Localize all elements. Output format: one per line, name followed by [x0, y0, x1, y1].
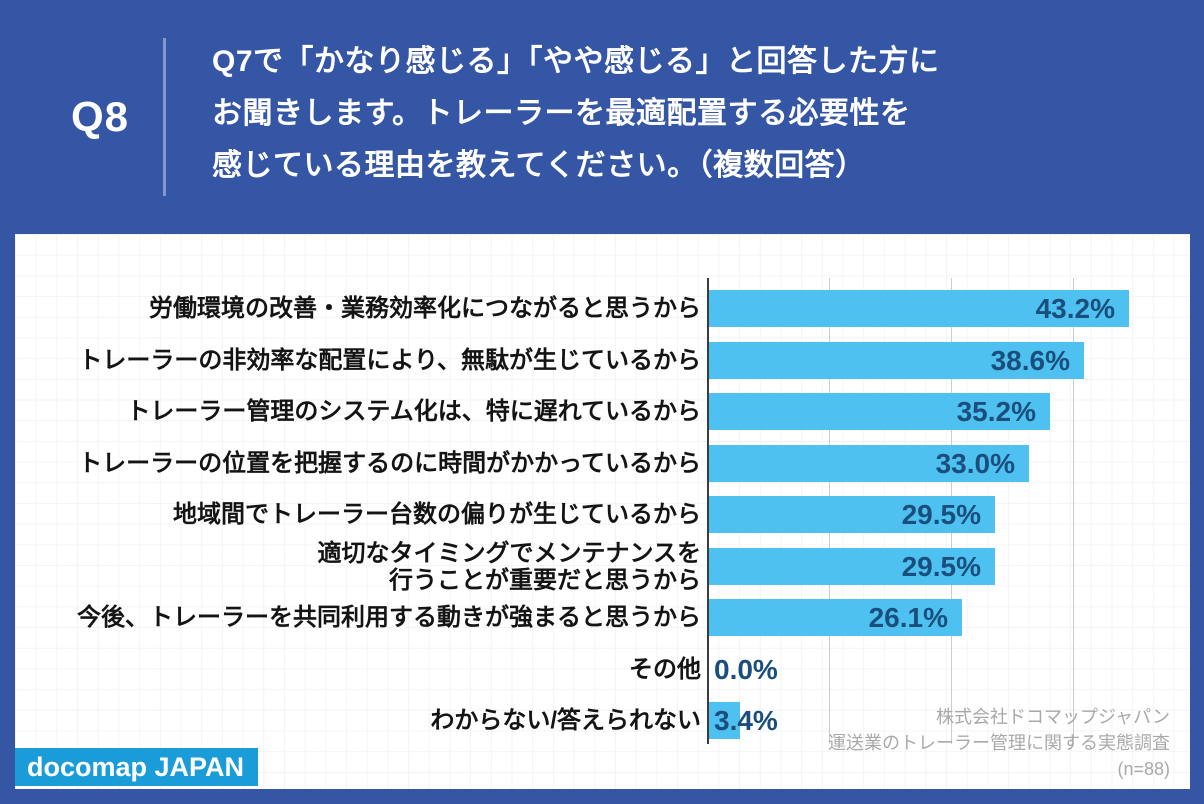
source-line-survey: 運送業のトレーラー管理に関する実態調査 [828, 733, 1170, 753]
bar [709, 342, 1084, 379]
source-line-sample-size: (n=88) [1117, 759, 1170, 779]
bar-value-label: 33.0% [935, 448, 1015, 479]
bar-category-label: 今後、トレーラーを共同利用する動きが強まると思うから [77, 604, 701, 631]
y-axis-line [707, 278, 709, 744]
header-divider [163, 38, 166, 196]
bar-category-label: わからない/答えられない [430, 707, 701, 734]
question-number-badge: Q8 [70, 93, 130, 140]
chart-panel: 労働環境の改善・業務効率化につながると思うから 43.2% トレーラーの非効率な… [15, 234, 1190, 789]
bar [709, 548, 995, 585]
bar-value-label: 3.4% [714, 705, 778, 736]
bar [709, 496, 995, 533]
bar-category-label: トレーラーの非効率な配置により、無駄が生じているから [78, 347, 701, 374]
gridline [1073, 278, 1074, 744]
bar-category-label: トレーラー管理のシステム化は、特に遅れているから [126, 398, 701, 425]
bar-category-label: 地域間でトレーラー台数の偏りが生じているから [173, 501, 701, 528]
question-header: Q8 Q7で「かなり感じる」「やや感じる」と回答した方に お聞きします。トレーラ… [0, 0, 1204, 234]
bar-value-label: 0.0% [714, 654, 778, 685]
question-text: Q7で「かなり感じる」「やや感じる」と回答した方に お聞きします。トレーラーを最… [212, 45, 940, 182]
bar-value-label: 38.6% [990, 345, 1070, 376]
bar-category-label: その他 [629, 656, 701, 683]
bar [709, 702, 740, 739]
bar-value-label: 29.5% [901, 499, 981, 530]
bar [709, 290, 1129, 327]
bar-category-label: 労働環境の改善・業務効率化につながると思うから [149, 295, 701, 322]
source-attribution: 株式会社ドコマップジャパン 運送業のトレーラー管理に関する実態調査 (n=88) [828, 704, 1170, 782]
bar-value-label: 29.5% [901, 551, 981, 582]
bar [709, 599, 962, 636]
bar-value-label: 43.2% [1035, 293, 1115, 324]
bar-category-label: トレーラーの位置を把握するのに時間がかかっているから [78, 450, 701, 477]
bar-category-label: 適切なタイミングでメンテナンスを 行うことが重要だと思うから [317, 539, 701, 594]
bar [709, 445, 1029, 482]
source-line-company: 株式会社ドコマップジャパン [936, 707, 1170, 727]
bar-value-label: 26.1% [868, 602, 948, 633]
docomap-logo: docomap JAPAN [15, 748, 258, 786]
bar [709, 393, 1050, 430]
bar-value-label: 35.2% [956, 396, 1036, 427]
